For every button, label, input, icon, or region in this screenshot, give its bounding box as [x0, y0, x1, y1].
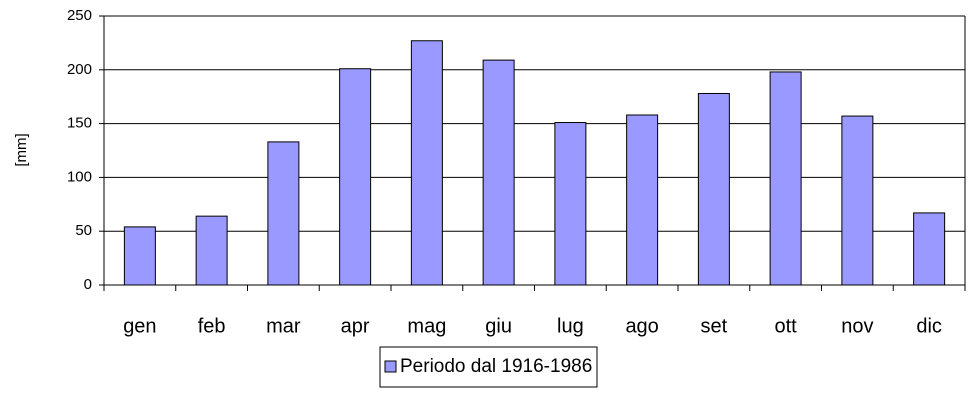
x-tick-label: apr	[341, 315, 370, 337]
bar	[482, 59, 515, 286]
y-tick-label: 150	[67, 115, 92, 132]
bar	[123, 226, 156, 286]
bar	[410, 40, 443, 286]
bar	[339, 68, 372, 286]
bar	[841, 115, 874, 286]
x-tick-label: ott	[775, 315, 798, 337]
y-tick-label: 250	[67, 7, 92, 24]
y-axis-label: [mm]	[13, 133, 30, 166]
plot-area	[104, 16, 965, 285]
bar	[769, 71, 802, 286]
x-tick-label: feb	[198, 315, 226, 337]
y-tick-label: 50	[75, 222, 92, 239]
bar	[195, 215, 228, 286]
x-tick-label: lug	[557, 315, 584, 337]
x-tick-label: dic	[916, 315, 942, 337]
bar	[913, 212, 946, 286]
legend-label: Periodo dal 1916-1986	[400, 356, 592, 377]
x-tick-label: mar	[266, 315, 301, 337]
y-tick-label: 100	[67, 168, 92, 185]
bar	[697, 92, 730, 286]
x-tick-label: set	[701, 315, 728, 337]
legend-box	[379, 346, 598, 388]
x-tick-label: giu	[485, 315, 512, 337]
y-tick-label: 0	[84, 276, 92, 293]
y-tick-label: 200	[67, 61, 92, 78]
bar	[626, 114, 659, 286]
legend-swatch	[384, 360, 397, 373]
bar	[554, 122, 587, 286]
x-tick-label: mag	[407, 315, 446, 337]
x-tick-label: nov	[841, 315, 873, 337]
x-tick-label: ago	[625, 315, 658, 337]
x-tick-label: gen	[123, 315, 156, 337]
bar	[267, 141, 300, 286]
